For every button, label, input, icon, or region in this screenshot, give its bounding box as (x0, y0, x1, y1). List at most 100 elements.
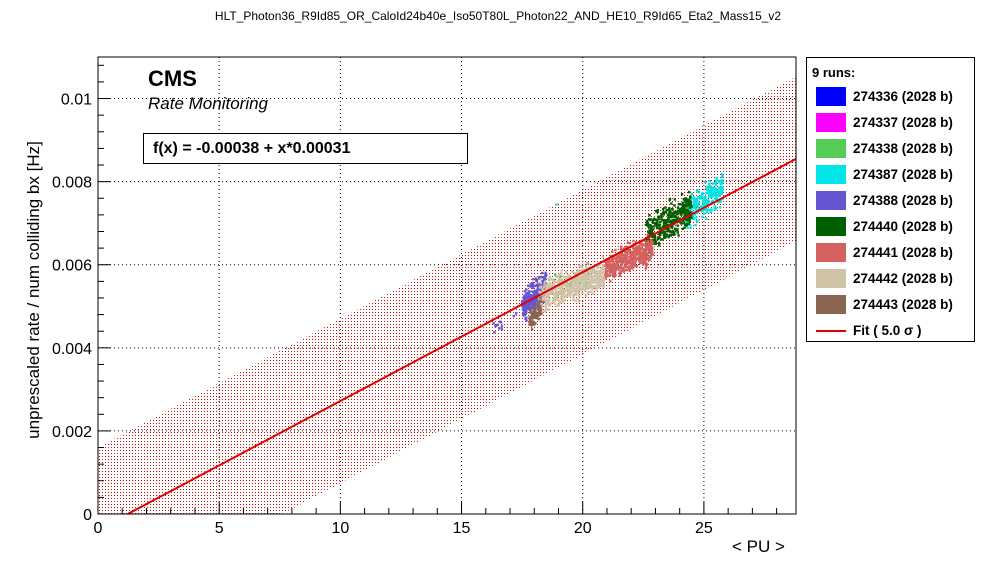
y-tick-label: 0.008 (52, 175, 92, 192)
data-point (676, 206, 680, 209)
data-point (589, 286, 592, 290)
data-point (515, 312, 518, 315)
data-point (700, 205, 704, 208)
data-point (721, 172, 724, 176)
data-point (631, 257, 634, 260)
data-point (608, 274, 612, 277)
legend-fit-line (816, 330, 846, 332)
data-point (707, 189, 710, 192)
data-point (602, 271, 605, 274)
data-point (702, 199, 705, 202)
data-point (584, 274, 588, 277)
data-point (545, 299, 549, 302)
data-point (662, 208, 665, 211)
legend-fit-label: Fit ( 5.0 σ ) (853, 323, 922, 338)
data-point (681, 227, 684, 231)
data-point (612, 261, 615, 265)
data-point (606, 263, 609, 267)
data-point (562, 288, 565, 292)
data-point (531, 286, 534, 290)
data-point (626, 250, 629, 253)
data-point (705, 203, 708, 206)
data-point (582, 277, 585, 280)
data-point (647, 231, 651, 235)
data-point (570, 287, 573, 290)
data-point (585, 285, 588, 288)
data-point (587, 273, 590, 277)
data-point (612, 275, 616, 278)
data-point (700, 194, 703, 197)
data-point (584, 280, 587, 284)
data-point (648, 233, 651, 236)
data-point (544, 277, 547, 280)
data-point (649, 250, 652, 253)
data-point (668, 198, 671, 201)
data-point (678, 208, 681, 211)
data-point (621, 257, 624, 261)
data-point (526, 306, 530, 310)
data-point (566, 283, 569, 286)
data-point (648, 238, 651, 242)
data-point (591, 267, 595, 270)
data-point (605, 261, 608, 264)
data-point (563, 275, 567, 279)
data-point (554, 273, 557, 276)
data-point (716, 200, 720, 204)
data-point (716, 194, 719, 197)
data-point (643, 253, 647, 256)
data-point (715, 197, 719, 200)
legend-item: 274338 (2028 b) (813, 137, 971, 160)
data-point (629, 259, 632, 262)
data-point (576, 298, 579, 301)
data-point (531, 316, 535, 319)
data-point (598, 280, 602, 283)
data-point (590, 290, 593, 294)
data-point (572, 295, 575, 298)
data-point (596, 270, 599, 273)
data-point (585, 267, 588, 270)
data-point (527, 284, 530, 288)
data-point (537, 305, 540, 308)
data-point (551, 289, 555, 292)
data-point (653, 218, 656, 221)
data-point (553, 299, 556, 302)
data-point (694, 208, 697, 211)
data-point (543, 283, 546, 286)
data-point (696, 190, 699, 193)
data-point (705, 192, 708, 195)
data-point (543, 280, 547, 283)
data-point (701, 209, 704, 212)
data-point (530, 296, 533, 299)
data-point (631, 261, 634, 264)
data-point (558, 286, 561, 289)
data-point (686, 226, 689, 230)
data-point (577, 283, 580, 286)
data-point (608, 261, 611, 264)
data-point (642, 258, 645, 262)
data-point (721, 175, 724, 179)
data-point (533, 284, 536, 288)
data-point (677, 234, 680, 237)
legend-swatch (816, 191, 846, 210)
data-point (573, 293, 577, 296)
data-point (648, 248, 651, 252)
data-point (558, 277, 561, 281)
legend-item: 274388 (2028 b) (813, 189, 971, 212)
data-point (683, 226, 686, 229)
data-point (653, 238, 657, 242)
data-point (643, 239, 646, 242)
data-point (707, 208, 710, 211)
data-point (686, 203, 689, 207)
data-point (608, 272, 611, 276)
data-point (587, 270, 590, 274)
data-point (568, 294, 571, 298)
data-point (574, 299, 577, 302)
data-point (569, 286, 572, 289)
data-point (562, 279, 565, 283)
data-point (704, 207, 707, 210)
data-point (530, 301, 533, 305)
legend-label: 274336 (2028 b) (853, 89, 953, 104)
data-point (709, 210, 712, 214)
data-point (576, 272, 579, 275)
data-point (682, 198, 685, 201)
